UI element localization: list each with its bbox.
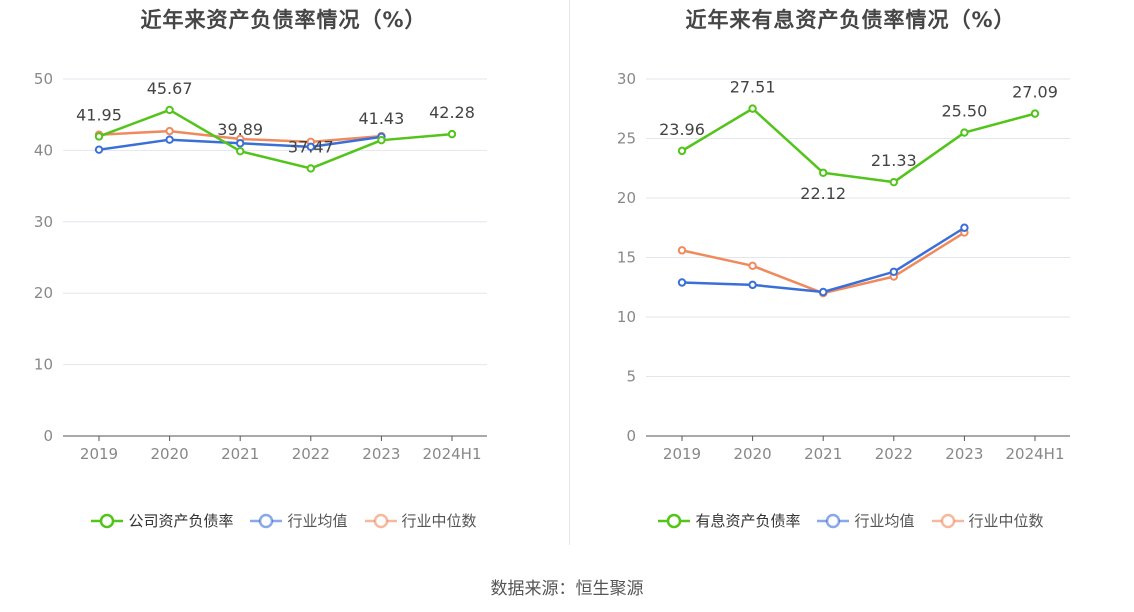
x-tick-label: 2024H1 — [423, 445, 482, 463]
legend-item[interactable]: 行业均值 — [816, 510, 915, 531]
data-point — [306, 164, 315, 173]
data-point — [819, 287, 828, 297]
y-tick-label: 50 — [34, 70, 53, 88]
legend-marker-icon — [931, 513, 964, 528]
data-label: 42.28 — [429, 103, 475, 122]
legend-marker-icon — [364, 513, 397, 528]
y-tick-label: 0 — [43, 427, 53, 445]
legend-item[interactable]: 公司资产负债率 — [90, 510, 233, 531]
data-label: 27.51 — [730, 78, 776, 97]
data-point — [960, 128, 969, 137]
legend-label: 有息资产负债率 — [695, 512, 801, 530]
y-tick-label: 10 — [34, 356, 53, 374]
data-point — [165, 105, 174, 115]
data-point — [819, 168, 828, 177]
x-tick-label: 2019 — [80, 445, 118, 463]
data-point — [165, 135, 174, 144]
y-tick-label: 20 — [34, 284, 53, 302]
legend-label: 行业均值 — [287, 512, 348, 530]
data-point — [236, 139, 245, 148]
data-point — [748, 104, 757, 113]
data-point — [306, 142, 315, 152]
data-point — [1030, 109, 1040, 118]
legend-label: 行业中位数 — [401, 512, 477, 530]
y-tick-label: 30 — [617, 70, 636, 88]
legend-marker-icon — [91, 513, 124, 528]
data-label: 27.09 — [1012, 83, 1058, 102]
data-point — [677, 246, 687, 255]
chart-legend: 公司资产负债率 行业均值 行业中位数 — [0, 510, 567, 531]
data-label: 45.67 — [147, 79, 193, 98]
line-chart-debt-ratio: 0 10 20 30 40 50 2019 2020 2021 2022 2023 2024H1 41.… — [34, 70, 487, 463]
y-tick-label: 15 — [617, 249, 636, 267]
x-tick-label: 2023 — [945, 445, 983, 463]
data-point — [889, 267, 898, 276]
chart-panel-interest-debt-ratio: 近年来有息资产负债率情况（%） 0 5 10 15 20 25 30 2019 2020 2021… — [567, 0, 1134, 560]
chart-panel-debt-ratio: 近年来资产负债率情况（%） 0 10 20 30 40 50 2019 2020 2021 202… — [0, 0, 567, 560]
data-label: 22.12 — [800, 184, 846, 203]
data-point — [94, 132, 104, 141]
x-tick-label: 2022 — [875, 445, 913, 463]
legend-marker-icon — [658, 513, 691, 528]
data-label: 41.95 — [76, 105, 122, 124]
panel-divider — [569, 0, 570, 545]
x-tick-label: 2021 — [221, 445, 259, 463]
legend-circle — [667, 513, 682, 528]
legend-item[interactable]: 行业均值 — [249, 510, 348, 531]
legend-circle — [259, 513, 274, 528]
x-tick-label: 2023 — [362, 445, 400, 463]
data-label: 25.50 — [941, 102, 987, 121]
data-point — [165, 126, 174, 136]
legend-circle — [100, 513, 115, 528]
data-point — [748, 280, 757, 290]
x-tick-label: 2020 — [151, 445, 189, 463]
x-tick-label: 2021 — [804, 445, 842, 463]
data-source-note: 数据来源：恒生聚源 — [490, 579, 644, 599]
chart-legend: 有息资产负债率 行业均值 行业中位数 — [567, 510, 1134, 531]
data-point — [447, 129, 457, 139]
y-tick-label: 10 — [617, 308, 636, 326]
legend-label: 行业均值 — [854, 512, 915, 530]
data-point — [377, 135, 386, 145]
data-label: 21.33 — [871, 151, 917, 170]
data-label: 23.96 — [659, 120, 705, 139]
data-point — [94, 145, 104, 154]
legend-circle — [373, 513, 388, 528]
data-label: 41.43 — [358, 109, 404, 128]
y-tick-label: 20 — [617, 189, 636, 207]
data-point — [960, 223, 969, 232]
y-tick-label: 25 — [617, 130, 636, 148]
chart-title: 近年来资产负债率情况（%） — [140, 8, 427, 32]
x-tick-label: 2022 — [292, 445, 330, 463]
x-tick-label: 2019 — [663, 445, 701, 463]
legend-circle — [940, 513, 955, 528]
data-label: 39.89 — [217, 120, 263, 139]
legend-item[interactable]: 行业中位数 — [931, 510, 1044, 531]
y-tick-label: 0 — [626, 427, 636, 445]
legend-item[interactable]: 有息资产负债率 — [657, 510, 800, 531]
data-label: 37.47 — [288, 137, 334, 156]
legend-marker-icon — [250, 513, 283, 528]
data-point — [677, 278, 687, 287]
legend-marker-icon — [817, 513, 850, 528]
data-point — [889, 177, 898, 187]
series-line — [681, 107, 1036, 184]
data-point — [748, 261, 757, 271]
x-tick-label: 2024H1 — [1006, 445, 1065, 463]
series-line — [98, 108, 453, 170]
chart-title: 近年来有息资产负债率情况（%） — [685, 8, 1016, 32]
data-point — [677, 146, 687, 156]
legend-circle — [826, 513, 841, 528]
legend-item[interactable]: 行业中位数 — [364, 510, 477, 531]
x-tick-label: 2020 — [734, 445, 772, 463]
y-tick-label: 30 — [34, 213, 53, 231]
y-tick-label: 40 — [34, 141, 53, 159]
y-tick-label: 5 — [626, 368, 636, 386]
legend-label: 公司资产负债率 — [128, 512, 234, 530]
legend-label: 行业中位数 — [968, 512, 1044, 530]
data-point — [236, 146, 245, 156]
line-chart-interest-debt-ratio: 0 5 10 15 20 25 30 2019 2020 2021 2022 2023 2024H1 23… — [617, 70, 1070, 463]
